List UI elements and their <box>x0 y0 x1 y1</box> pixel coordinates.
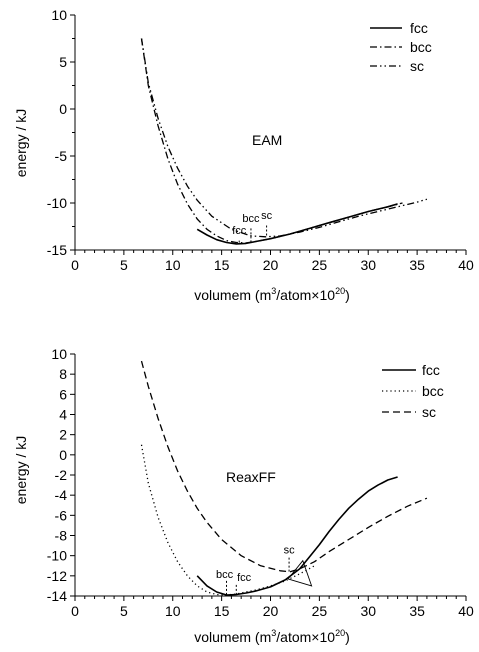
y-tick-label: 5 <box>59 54 67 70</box>
x-axis-title: volumem (m3/atom×1020) <box>194 286 350 303</box>
annotation-sc: sc <box>261 210 273 222</box>
annotation-sc: sc <box>284 545 296 557</box>
x-tick-label: 30 <box>360 257 376 273</box>
y-tick-label: 4 <box>59 407 67 423</box>
legend: fcc bcc sc <box>370 20 432 74</box>
x-tick-label: 30 <box>360 603 376 619</box>
x-tick-label: 35 <box>409 603 425 619</box>
legend-label-sc: sc <box>422 404 436 420</box>
legend-label-fcc: fcc <box>422 362 440 378</box>
y-tick-label: -14 <box>47 588 67 604</box>
x-tick-label: 20 <box>263 603 279 619</box>
x-tick-label: 15 <box>214 603 230 619</box>
y-axis-title: energy / kJ <box>13 109 29 177</box>
x-tick-label: 0 <box>71 603 79 619</box>
legend: fcc bcc sc <box>382 362 444 420</box>
series-line-bcc <box>140 38 403 244</box>
y-tick-label: -8 <box>55 528 68 544</box>
y-tick-label: 0 <box>59 447 67 463</box>
x-tick-label: 20 <box>263 257 279 273</box>
annotation-fcc: fcc <box>237 572 252 584</box>
legend-label-sc: sc <box>410 58 424 74</box>
y-tick-label: -10 <box>47 195 67 211</box>
series-line-fcc <box>196 476 398 596</box>
y-axis-title: energy / kJ <box>13 436 29 504</box>
x-tick-label: 5 <box>120 603 128 619</box>
x-tick-label: 10 <box>165 257 181 273</box>
y-tick-label: 10 <box>51 7 67 23</box>
y-tick-label: -10 <box>47 548 67 564</box>
legend-label-fcc: fcc <box>410 20 428 36</box>
series-line-bcc <box>140 444 315 596</box>
y-tick-label: -4 <box>55 487 68 503</box>
x-tick-label: 0 <box>71 257 79 273</box>
x-tick-label: 25 <box>312 257 328 273</box>
y-tick-label: -2 <box>55 467 68 483</box>
x-tick-label: 40 <box>458 603 474 619</box>
panel-label-reaxff: ReaxFF <box>226 469 276 485</box>
y-tick-label: 2 <box>59 427 67 443</box>
legend-label-bcc: bcc <box>422 383 444 399</box>
y-tick-label: 6 <box>59 386 67 402</box>
y-tick-label: -6 <box>55 507 68 523</box>
series-line-sc <box>140 38 428 238</box>
x-tick-label: 15 <box>214 257 230 273</box>
y-tick-label: 8 <box>59 366 67 382</box>
x-tick-label: 25 <box>312 603 328 619</box>
reaxff-chart-panel: energy / kJ volumem (m3/atom×1020) ReaxF… <box>13 346 474 645</box>
series-line-fcc <box>196 203 398 245</box>
legend-label-bcc: bcc <box>410 39 432 55</box>
x-tick-label: 35 <box>409 257 425 273</box>
x-tick-label: 5 <box>120 257 128 273</box>
x-tick-label: 10 <box>165 603 181 619</box>
y-tick-label: -15 <box>47 242 67 258</box>
annotation-fcc: fcc <box>232 225 247 237</box>
annotation-bcc: bcc <box>242 213 260 225</box>
eam-chart-panel: energy / kJ volumem (m3/atom×1020) EAM 0… <box>13 7 474 303</box>
y-tick-label: 10 <box>51 346 67 362</box>
series-line-sc <box>140 360 428 573</box>
x-axis-title: volumem (m3/atom×1020) <box>194 628 350 645</box>
panel-label-eam: EAM <box>252 132 282 148</box>
y-tick-label: -12 <box>47 568 67 584</box>
y-tick-label: 0 <box>59 101 67 117</box>
triangle-mark <box>287 559 313 587</box>
x-tick-label: 40 <box>458 257 474 273</box>
annotation-bcc: bcc <box>216 569 234 581</box>
y-tick-label: -5 <box>55 148 68 164</box>
